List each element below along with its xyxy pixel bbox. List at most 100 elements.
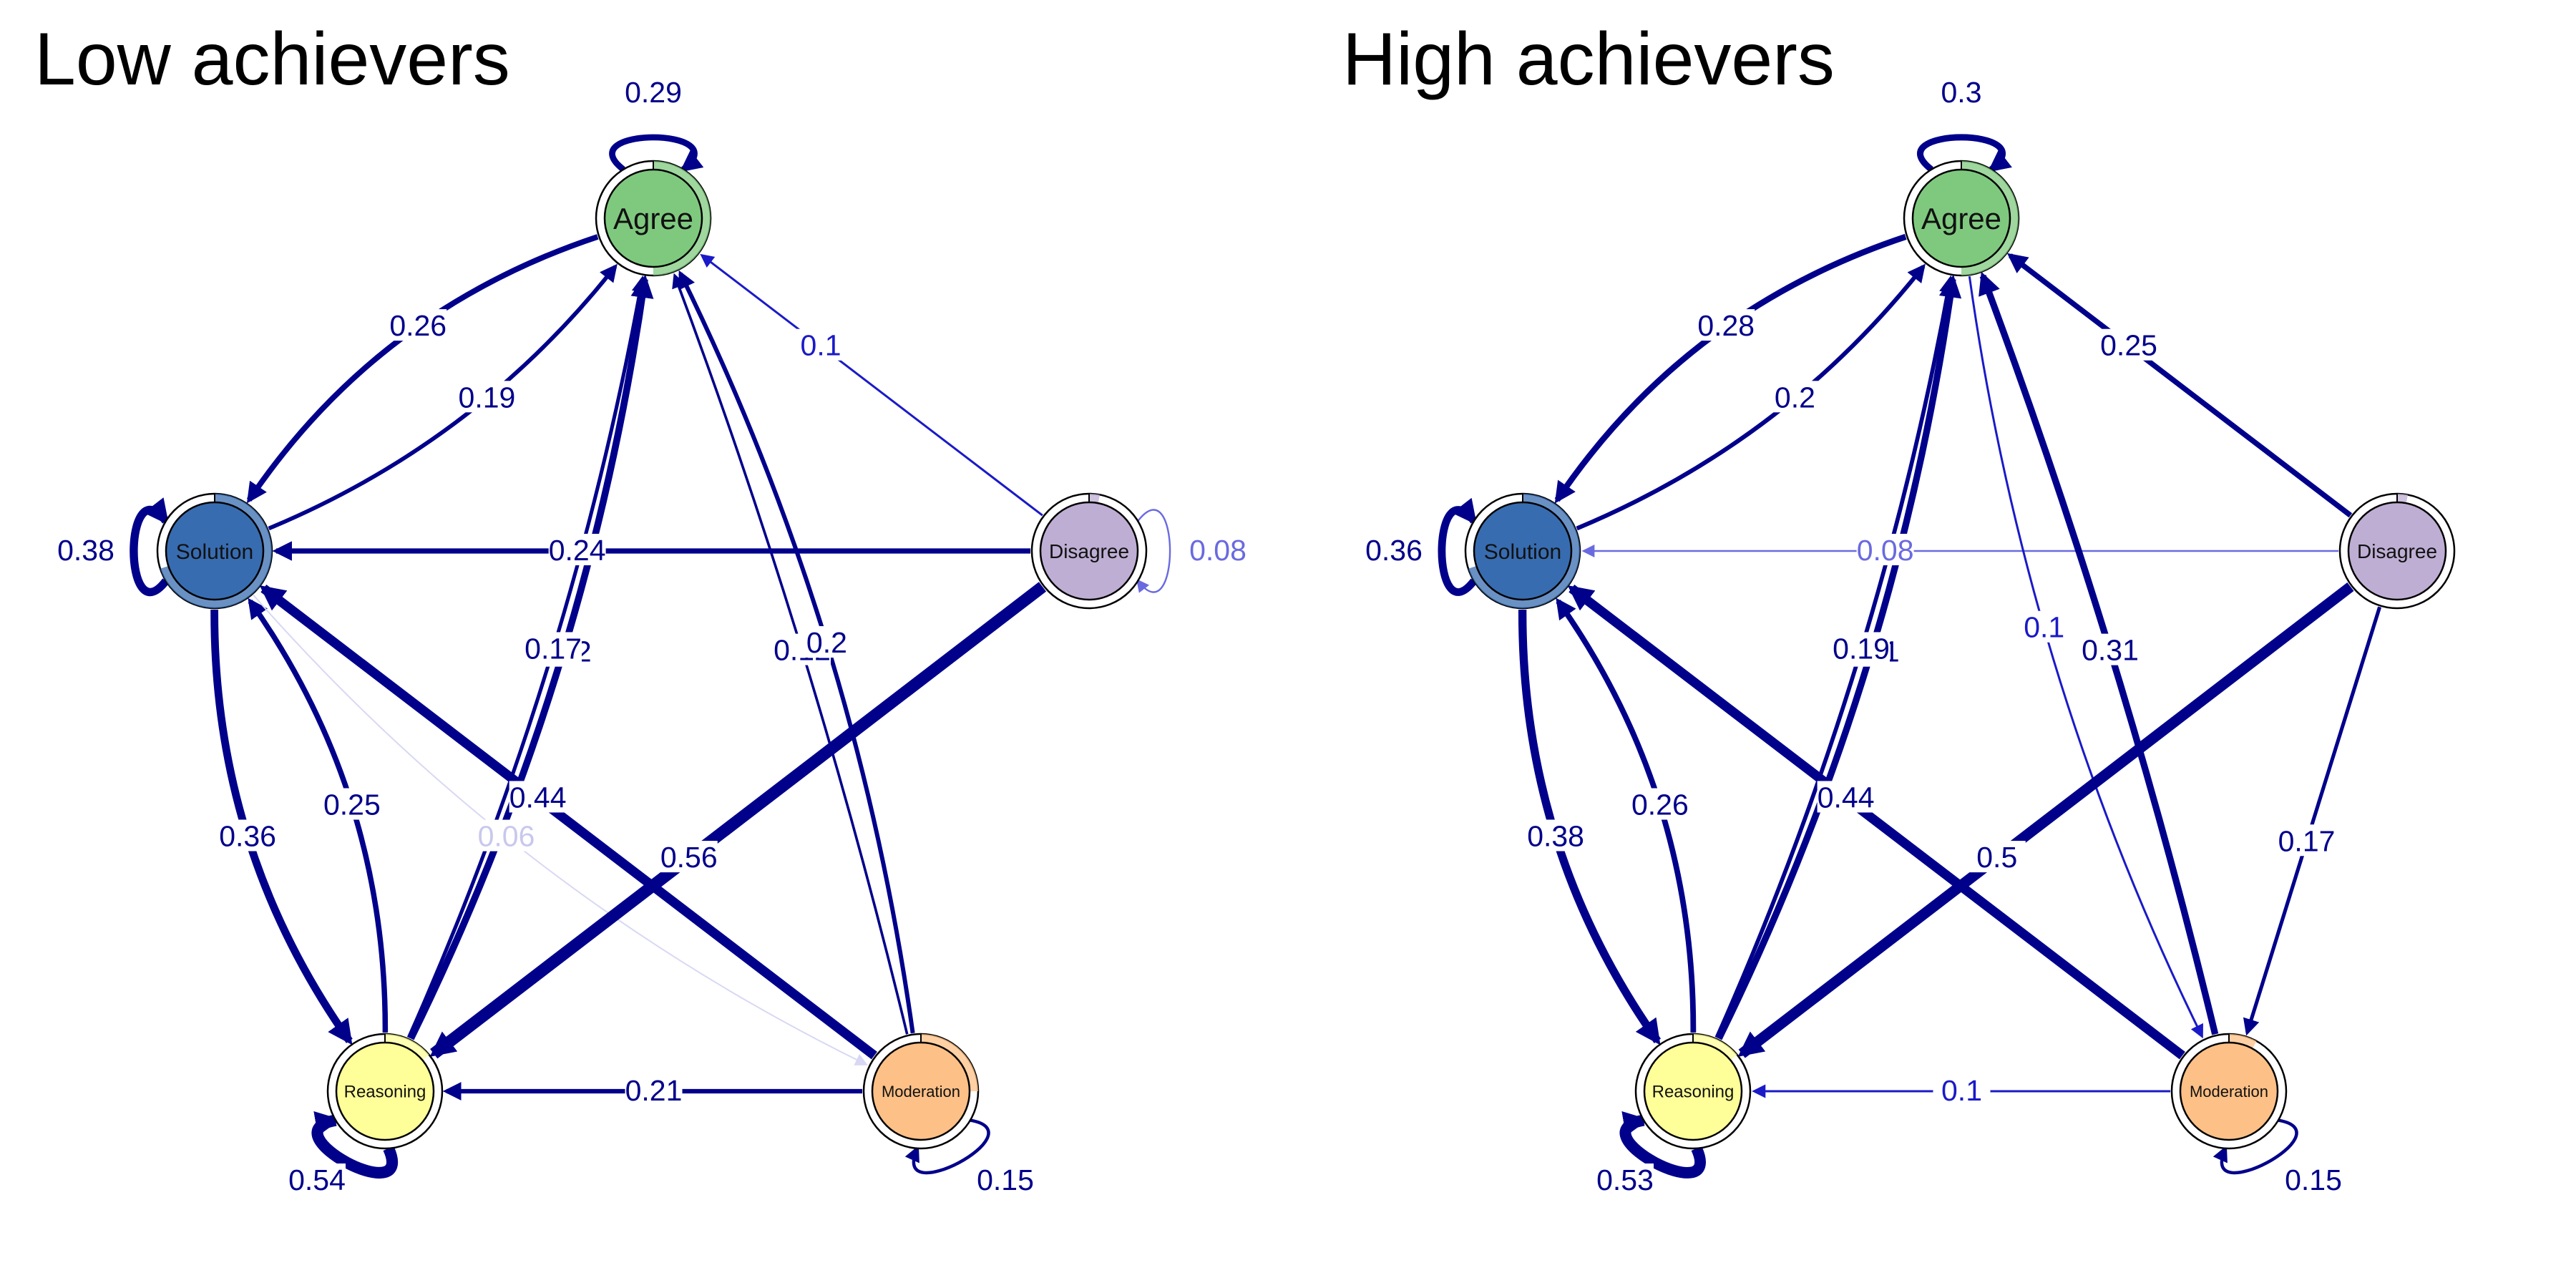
- edge-label-background: [2285, 1163, 2342, 1195]
- node-reasoning-ring: [384, 1034, 429, 1060]
- edge-label-solution-to-reasoning: 0.38: [1527, 819, 1584, 852]
- edge-reasoning-to-agree: [1715, 274, 1962, 1040]
- edge-label-solution-to-reasoning: 0.36: [219, 819, 276, 852]
- edge-solution-to-solution: [1438, 497, 1478, 596]
- edge-label-background: [509, 781, 567, 813]
- edge-label-agree-to-agree: 0.3: [1941, 76, 1982, 109]
- node-moderation-ring: [920, 1034, 978, 1092]
- edge-label-background: [1833, 632, 1890, 664]
- edge-reasoning-to-reasoning: [1619, 1111, 1706, 1179]
- edge-label-background: [2278, 824, 2336, 857]
- edge-label-reasoning-to-reasoning: 0.53: [1596, 1163, 1654, 1196]
- edge-label-background: [219, 819, 277, 852]
- node-agree: Agree: [1903, 160, 2020, 277]
- edge-label-background: [1697, 309, 1755, 341]
- edge-disagree-to-agree: [2006, 253, 2353, 518]
- node-reasoning-ring: [1692, 1034, 1737, 1060]
- edge-label-moderation-to-agree: 0.31: [2082, 634, 2139, 667]
- edge-label-background: [458, 381, 516, 413]
- edge-label-agree-to-solution: 0.26: [389, 309, 447, 342]
- edge-label-reasoning-to-solution: 0.25: [323, 789, 381, 821]
- edge-label-background: [1527, 819, 1585, 852]
- node-agree-label: Agree: [613, 202, 693, 235]
- edge-label-disagree-to-moderation: 0.17: [2278, 824, 2336, 857]
- node-reasoning: Reasoning: [326, 1033, 444, 1150]
- edge-label-background: [625, 1074, 683, 1106]
- edge-label-layer-low: 0.290.380.080.540.150.260.190.10.240.320…: [57, 76, 1246, 1196]
- edge-disagree-to-agree: [700, 253, 1043, 517]
- node-solution-label: Solution: [1484, 540, 1561, 564]
- edge-label-disagree-to-reasoning: 0.56: [660, 841, 718, 874]
- node-agree-ring: [653, 161, 711, 275]
- edge-disagree-to-reasoning: [429, 582, 1047, 1059]
- edge-agree-to-agree: [1917, 134, 2012, 172]
- edge-label-background: [977, 1163, 1034, 1195]
- edge-agree-to-agree: [609, 134, 704, 172]
- panel-title-low-achievers: Low achievers: [34, 18, 510, 101]
- node-moderation-ring: [2228, 1034, 2257, 1049]
- edge-label-moderation-to-reasoning: 0.21: [625, 1074, 683, 1107]
- edge-layer-high: [1438, 134, 2382, 1179]
- edge-label-background: [798, 626, 856, 658]
- edge-label-solution-to-moderation: 0.06: [478, 820, 535, 853]
- edge-label-solution-to-solution: 0.38: [57, 534, 114, 567]
- edge-label-moderation-to-moderation: 0.15: [2285, 1163, 2342, 1196]
- edge-label-disagree-to-solution: 0.24: [549, 534, 606, 567]
- edge-disagree-to-reasoning: [1737, 582, 2354, 1058]
- node-solution-ring: [160, 494, 272, 608]
- edge-label-agree-to-agree: 0.29: [625, 76, 682, 109]
- edge-label-disagree-to-agree: 0.1: [801, 329, 841, 362]
- node-reasoning: Reasoning: [1634, 1033, 1752, 1150]
- edge-disagree-to-disagree: [1136, 509, 1171, 593]
- edge-agree-to-solution: [246, 234, 599, 504]
- edge-label-background: [323, 788, 381, 820]
- node-disagree-ring: [2396, 494, 2408, 504]
- panel-title-high-achievers: High achievers: [1342, 18, 1835, 101]
- panel-low-achievers: Low achievers Agree Solution Disagree Reaso…: [34, 18, 1246, 1196]
- edge-moderation-to-solution: [259, 585, 877, 1060]
- edge-reasoning-to-agree: [407, 274, 654, 1040]
- edge-label-background: [1817, 781, 1875, 813]
- edge-label-background: [1365, 534, 1423, 565]
- edge-label-background: [1933, 1074, 1991, 1106]
- edge-label-reasoning-to-solution: 0.26: [1631, 789, 1689, 821]
- edge-label-moderation-to-moderation: 0.15: [977, 1163, 1034, 1196]
- edge-label-background: [548, 534, 606, 565]
- edge-label-background: [477, 819, 535, 852]
- edge-label-background: [2100, 328, 2158, 361]
- node-disagree-ring: [1088, 494, 1100, 504]
- edge-reasoning-to-reasoning: [311, 1111, 399, 1179]
- edge-label-background: [1968, 841, 2026, 873]
- edge-label-background: [1631, 788, 1689, 820]
- edge-solution-to-moderation: [253, 594, 868, 1065]
- edge-label-background: [1856, 534, 1914, 565]
- node-solution-label: Solution: [176, 540, 253, 564]
- edge-disagree-to-moderation: [2243, 606, 2382, 1036]
- edge-label-background: [660, 841, 718, 873]
- edge-label-background: [1189, 534, 1246, 565]
- node-agree-label: Agree: [1921, 202, 2001, 235]
- edge-label-moderation-to-solution: 0.44: [509, 781, 567, 814]
- edge-solution-to-agree: [268, 263, 618, 531]
- edge-label-background: [288, 1163, 346, 1195]
- edge-label-solution-to-agree: 0.2: [1775, 381, 1815, 414]
- edge-label-background: [2015, 610, 2073, 643]
- node-disagree-label: Disagree: [2357, 540, 2437, 562]
- edge-label-agree-to-moderation: 0.1: [2024, 611, 2064, 644]
- edge-agree-to-moderation: [1968, 276, 2203, 1039]
- node-moderation-label: Moderation: [882, 1083, 960, 1101]
- node-reasoning-label: Reasoning: [344, 1083, 426, 1102]
- edge-label-disagree-to-agree: 0.25: [2100, 329, 2157, 362]
- node-moderation: Moderation: [2170, 1033, 2288, 1150]
- edge-solution-to-agree: [1576, 263, 1926, 531]
- node-agree: Agree: [595, 160, 712, 277]
- node-solution: Solution: [1464, 492, 1581, 610]
- edge-moderation-to-moderation: [2212, 1118, 2298, 1175]
- edge-label-background: [625, 76, 682, 107]
- edge-layer-low: [130, 134, 1171, 1179]
- edge-label-reasoning-to-agree: 0.19: [1833, 632, 1890, 665]
- edge-label-background: [1933, 76, 1990, 107]
- edge-moderation-to-moderation: [904, 1118, 990, 1175]
- node-layer-high: Agree Solution Disagree Reasoning Moderation: [1464, 160, 2456, 1150]
